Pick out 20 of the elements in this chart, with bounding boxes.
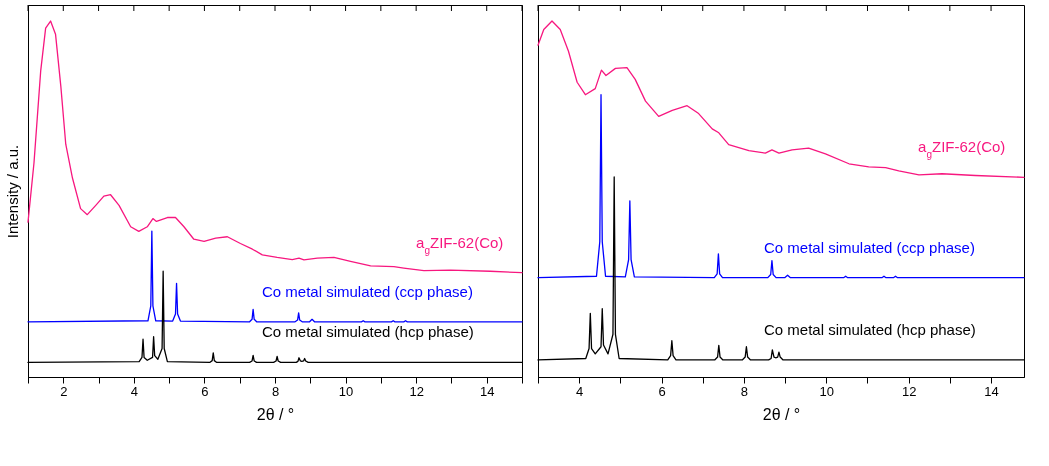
- x-tick-label: 6: [658, 383, 666, 399]
- x-tick-label: 6: [201, 383, 209, 399]
- x-tick-label: 8: [271, 383, 280, 399]
- x-tick-label: 14: [984, 383, 999, 399]
- x-tick-label: 10: [338, 383, 354, 399]
- x-tick-label: 4: [130, 383, 138, 399]
- y-axis-title: Intensity / a.u.: [3, 144, 21, 239]
- x-axis-title: 2θ / °: [762, 405, 801, 423]
- x-tick-label: 12: [901, 383, 917, 399]
- series-label: Co metal simulated (hcp phase): [262, 323, 474, 341]
- x-tick-label: 10: [819, 383, 835, 399]
- x-tick-label: 2: [60, 383, 68, 399]
- series-label: Co metal simulated (ccp phase): [764, 238, 975, 256]
- x-axis-title: 2θ / °: [256, 405, 295, 423]
- x-tick-label: 14: [479, 383, 495, 399]
- series-label: Co metal simulated (ccp phase): [262, 282, 473, 300]
- x-tick-label: 8: [740, 383, 749, 399]
- series-label: Co metal simulated (hcp phase): [764, 320, 976, 338]
- x-tick-label: 4: [576, 383, 584, 399]
- x-tick-label: 12: [409, 383, 424, 399]
